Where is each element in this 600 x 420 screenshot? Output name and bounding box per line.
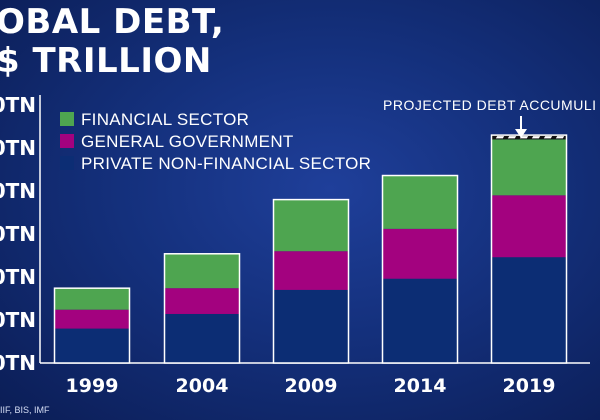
bar-government-2004 <box>164 288 240 314</box>
chart-title-line-2: $ TRILLION <box>0 41 212 81</box>
bar-outline-1999 <box>53 287 131 364</box>
y-tick-label: 0TN <box>0 351 36 375</box>
bar-private-1999 <box>54 328 130 363</box>
y-tick-label: 0TN <box>0 222 36 246</box>
projected-segment-stripe <box>519 136 529 139</box>
y-tick-label: 0TN <box>0 93 36 117</box>
projected-segment-stripe <box>531 136 541 139</box>
projected-segment-stripe <box>543 136 553 139</box>
legend-swatch-private <box>60 156 74 170</box>
projected-arrow-icon <box>515 129 527 138</box>
legend-swatch-government <box>60 134 74 148</box>
bar-financial-1999 <box>54 288 130 310</box>
source-note: IIF, BIS, IMF <box>0 405 50 415</box>
bar-private-2014 <box>382 278 458 363</box>
bar-private-2009 <box>273 289 349 363</box>
projected-segment-base <box>491 135 567 140</box>
bar-financial-2014 <box>382 175 458 229</box>
bar-outline-2009 <box>272 198 350 364</box>
legend-label-government: GENERAL GOVERNMENT <box>81 132 294 151</box>
bar-private-2004 <box>164 313 240 363</box>
y-tick-label: 0TN <box>0 308 36 332</box>
projected-segment-stripe <box>495 136 505 139</box>
chart-title-line-1: OBAL DEBT, <box>0 2 225 42</box>
x-tick-label: 2004 <box>176 375 229 397</box>
y-tick-label: 0TN <box>0 179 36 203</box>
bar-government-1999 <box>54 309 130 329</box>
y-tick-label: 0TN <box>0 136 36 160</box>
bar-outline-2019 <box>490 134 568 364</box>
x-tick-label: 1999 <box>66 375 119 397</box>
projected-label: PROJECTED DEBT ACCUMULI <box>383 97 597 113</box>
projected-segment-stripe <box>555 136 565 139</box>
bar-financial-2019 <box>491 139 567 196</box>
bar-government-2014 <box>382 228 458 279</box>
bar-private-2019 <box>491 257 567 363</box>
x-tick-label: 2014 <box>394 375 447 397</box>
legend-swatch-financial <box>60 112 74 126</box>
x-tick-label: 2019 <box>503 375 556 397</box>
bar-government-2009 <box>273 251 349 290</box>
x-tick-label: 2009 <box>285 375 338 397</box>
bar-outline-2004 <box>163 253 241 364</box>
legend-label-private: PRIVATE NON-FINANCIAL SECTOR <box>81 154 371 173</box>
legend-label-financial: FINANCIAL SECTOR <box>81 110 249 129</box>
projected-segment-stripe <box>507 136 517 139</box>
bar-outline-2014 <box>381 174 459 364</box>
bar-government-2019 <box>491 195 567 258</box>
y-tick-label: 0TN <box>0 265 36 289</box>
bar-financial-2004 <box>164 253 240 289</box>
bar-financial-2009 <box>273 199 349 252</box>
